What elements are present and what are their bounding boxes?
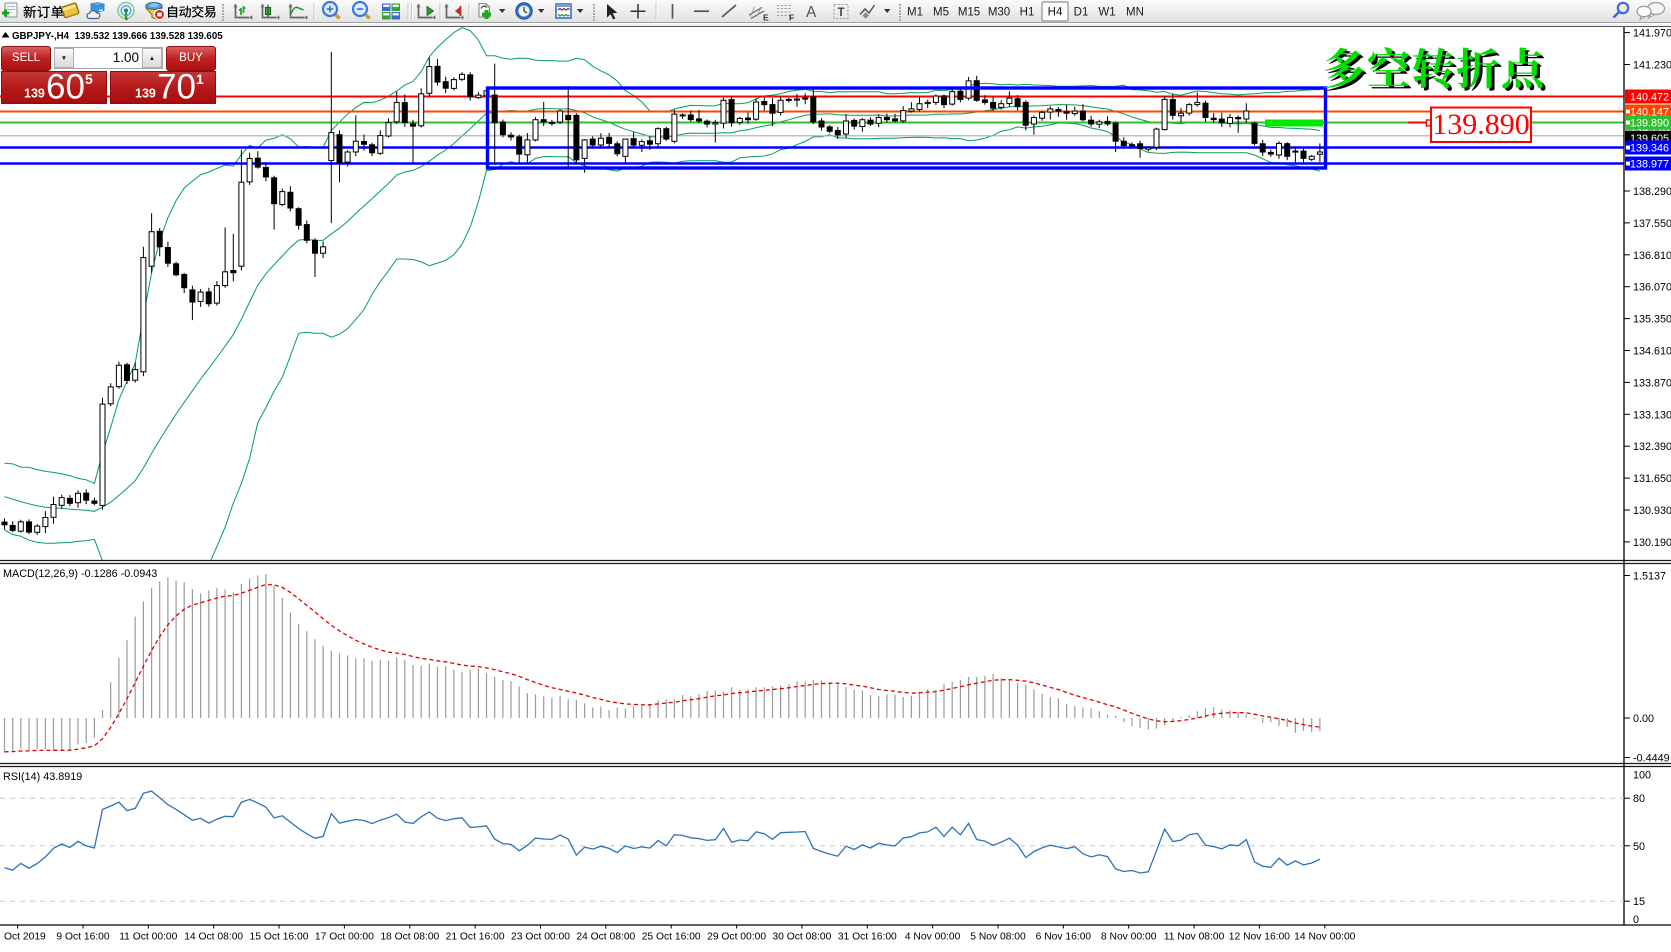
svg-text:RSI(14) 43.8919: RSI(14) 43.8919 bbox=[3, 771, 82, 783]
svg-text:1.5137: 1.5137 bbox=[1633, 571, 1666, 583]
svg-text:1: 1 bbox=[196, 72, 204, 87]
svg-text:139: 139 bbox=[135, 87, 156, 101]
svg-text:131.650: 131.650 bbox=[1633, 473, 1671, 485]
svg-text:D1: D1 bbox=[1074, 7, 1089, 19]
svg-text:132.390: 132.390 bbox=[1633, 441, 1671, 453]
svg-text:130.930: 130.930 bbox=[1633, 505, 1671, 517]
svg-text:139.346: 139.346 bbox=[1630, 143, 1669, 155]
svg-text:T: T bbox=[838, 7, 845, 19]
svg-text:11 Oct 00:00: 11 Oct 00:00 bbox=[119, 932, 177, 943]
svg-text:15: 15 bbox=[1633, 896, 1645, 908]
svg-text:A: A bbox=[806, 4, 817, 21]
svg-text:139.890: 139.890 bbox=[1630, 118, 1669, 130]
svg-text:W1: W1 bbox=[1098, 7, 1115, 19]
svg-text:14 Oct 08:00: 14 Oct 08:00 bbox=[184, 932, 243, 943]
svg-text:30 Oct 08:00: 30 Oct 08:00 bbox=[772, 932, 831, 943]
svg-text:23 Oct 00:00: 23 Oct 00:00 bbox=[511, 932, 570, 943]
svg-text:70: 70 bbox=[157, 72, 196, 103]
svg-text:M15: M15 bbox=[958, 7, 980, 19]
svg-text:12 Nov 16:00: 12 Nov 16:00 bbox=[1229, 932, 1291, 943]
svg-text:M30: M30 bbox=[988, 7, 1010, 19]
svg-text:5: 5 bbox=[85, 72, 93, 87]
svg-text:136.070: 136.070 bbox=[1633, 282, 1671, 294]
svg-text:18 Oct 08:00: 18 Oct 08:00 bbox=[380, 932, 439, 943]
svg-text:139: 139 bbox=[24, 87, 45, 101]
svg-text:-0.4449: -0.4449 bbox=[1633, 753, 1670, 765]
svg-text:H1: H1 bbox=[1020, 7, 1035, 19]
svg-text:60: 60 bbox=[46, 72, 85, 103]
svg-text:50: 50 bbox=[1633, 841, 1645, 853]
svg-text:130.190: 130.190 bbox=[1633, 537, 1671, 549]
svg-text:24 Oct 08:00: 24 Oct 08:00 bbox=[576, 932, 635, 943]
svg-text:F: F bbox=[789, 13, 794, 23]
svg-text:80: 80 bbox=[1633, 793, 1645, 805]
svg-text:21 Oct 16:00: 21 Oct 16:00 bbox=[446, 932, 505, 943]
svg-text:136.810: 136.810 bbox=[1633, 250, 1671, 262]
svg-text:MACD(12,26,9) -0.1286 -0.0943: MACD(12,26,9) -0.1286 -0.0943 bbox=[3, 568, 157, 580]
svg-text:31 Oct 16:00: 31 Oct 16:00 bbox=[838, 932, 897, 943]
svg-text:17 Oct 00:00: 17 Oct 00:00 bbox=[315, 932, 374, 943]
svg-text:133.130: 133.130 bbox=[1633, 409, 1671, 421]
svg-text:GBPJPY-,H4 139.532 139.666 13: GBPJPY-,H4 139.532 139.666 139.528 139.6… bbox=[12, 31, 223, 42]
svg-text:137.550: 137.550 bbox=[1633, 218, 1671, 230]
svg-text:4 Nov 00:00: 4 Nov 00:00 bbox=[905, 932, 961, 943]
svg-text:9 Oct 16:00: 9 Oct 16:00 bbox=[56, 932, 110, 943]
svg-text:14 Nov 00:00: 14 Nov 00:00 bbox=[1294, 932, 1356, 943]
svg-text:M5: M5 bbox=[933, 7, 949, 19]
svg-text:138.977: 138.977 bbox=[1630, 159, 1669, 171]
svg-text:138.290: 138.290 bbox=[1633, 186, 1671, 198]
svg-text:139.890: 139.890 bbox=[1432, 108, 1530, 141]
svg-text:134.610: 134.610 bbox=[1633, 346, 1671, 358]
svg-text:140.472: 140.472 bbox=[1630, 92, 1669, 104]
svg-text:141.970: 141.970 bbox=[1633, 28, 1671, 40]
svg-text:5 Nov 08:00: 5 Nov 08:00 bbox=[970, 932, 1026, 943]
svg-text:0.00: 0.00 bbox=[1633, 713, 1654, 725]
svg-text:135.350: 135.350 bbox=[1633, 314, 1671, 326]
svg-text:0: 0 bbox=[1633, 914, 1639, 926]
svg-text:MN: MN bbox=[1126, 7, 1144, 19]
svg-text:29 Oct 00:00: 29 Oct 00:00 bbox=[707, 932, 766, 943]
svg-text:8 Nov 00:00: 8 Nov 00:00 bbox=[1101, 932, 1157, 943]
svg-text:133.870: 133.870 bbox=[1633, 377, 1671, 389]
svg-text:6 Nov 16:00: 6 Nov 16:00 bbox=[1036, 932, 1092, 943]
svg-text:25 Oct 16:00: 25 Oct 16:00 bbox=[642, 932, 701, 943]
svg-text:141.230: 141.230 bbox=[1633, 60, 1671, 72]
svg-text:E: E bbox=[763, 13, 769, 23]
svg-text:11 Nov 08:00: 11 Nov 08:00 bbox=[1164, 932, 1225, 943]
svg-text:15 Oct 16:00: 15 Oct 16:00 bbox=[250, 932, 309, 943]
svg-text:M1: M1 bbox=[907, 7, 923, 19]
svg-text:100: 100 bbox=[1633, 770, 1651, 782]
svg-text:H4: H4 bbox=[1048, 7, 1063, 19]
svg-text:Oct 2019: Oct 2019 bbox=[4, 932, 46, 943]
